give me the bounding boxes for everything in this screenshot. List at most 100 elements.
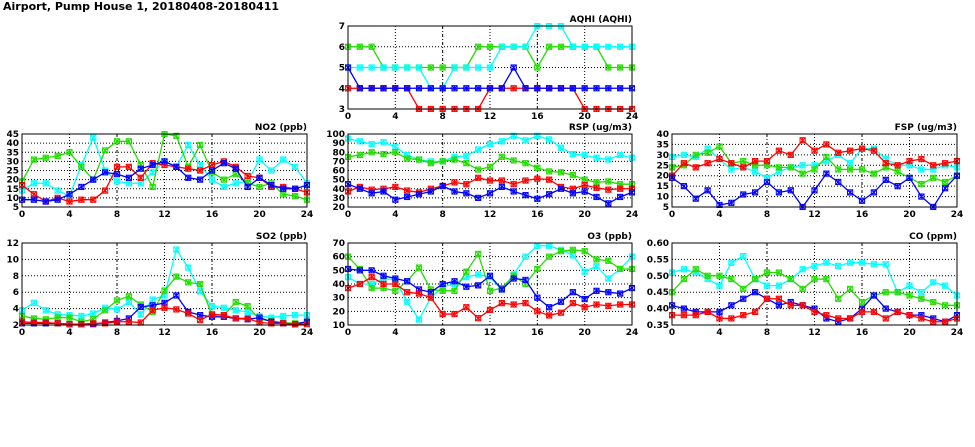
marker-cross [835,166,842,173]
plot-frame [671,133,958,208]
data-point-cyan [220,304,227,311]
data-point-green [617,265,624,273]
y-tick-label: 70 [332,157,345,167]
marker-cross [775,164,782,171]
data-point-red [811,308,818,315]
x-tick-label: 0 [19,328,25,338]
marker-cross [280,185,287,192]
data-point-red [787,151,794,158]
data-point-red [930,162,937,169]
marker-cross [125,163,132,170]
marker-cross [811,187,818,194]
data-point-cyan [835,262,842,270]
marker-cross [256,156,263,163]
data-point-blue [752,189,759,196]
data-point-green [847,166,854,173]
series-group [345,132,635,207]
data-point-cyan [522,43,529,50]
marker-cross [185,310,192,317]
data-point-green [870,170,877,177]
y-tick-label: 0.40 [647,305,669,315]
data-point-red [799,137,806,144]
data-point-cyan [811,262,818,270]
data-point-blue [605,200,612,207]
data-point-red [404,187,411,194]
marker-cross [416,64,422,71]
data-point-green [463,268,470,275]
data-point-green [918,295,925,302]
data-point-green [66,149,73,156]
marker-cross [475,166,482,173]
marker-cross [811,263,818,269]
data-point-blue [356,267,363,274]
x-tick-label: 12 [484,112,497,122]
data-point-blue [882,305,889,312]
marker-cross [137,319,144,326]
data-point-red [858,308,866,315]
data-point-red [356,280,363,288]
data-point-cyan [581,151,588,159]
marker-cross [847,166,854,173]
data-point-blue [752,289,759,296]
data-point-red [728,160,735,167]
data-point-cyan [149,296,156,303]
data-point-blue [522,192,529,199]
x-tick-label: 12 [808,210,821,220]
data-point-green [392,287,399,294]
marker-cross [487,64,493,71]
marker-cross [356,138,363,145]
data-point-cyan [728,259,735,266]
marker-cross [882,261,889,268]
data-point-blue [557,298,565,305]
marker-cross [209,162,215,168]
marker-cross [54,314,61,321]
y-tick-label: 50 [332,266,345,276]
data-point-blue [498,85,505,92]
marker-cross [823,276,830,283]
marker-cross [593,154,600,161]
data-point-green [546,43,553,50]
data-point-red [392,280,399,288]
data-point-cyan [740,253,747,260]
marker-cross [522,160,529,167]
marker-cross [605,257,612,264]
marker-cross [209,311,215,318]
data-point-cyan [149,169,156,176]
data-point-red [244,172,251,180]
data-point-red [918,315,925,322]
marker-cross [918,156,925,162]
data-point-green [125,138,132,145]
marker-cross [90,134,97,141]
marker-cross [392,281,399,287]
y-tick-label: 15 [656,182,669,192]
marker-cross [918,315,925,322]
marker-cross [356,43,363,50]
y-tick-label: 5 [663,203,669,213]
data-point-blue [292,185,299,192]
marker-cross [775,295,782,302]
marker-cross [475,282,482,289]
marker-cross [292,312,299,319]
marker-cross [78,313,85,319]
data-point-green [54,152,61,160]
marker-cross [244,303,251,310]
marker-cross [42,180,49,187]
series-group [669,253,960,325]
data-point-green [368,149,375,156]
marker-cross [787,187,794,194]
marker-cross [197,317,204,324]
marker-cross [918,181,925,188]
marker-cross [114,178,120,185]
marker-cross [847,315,854,322]
marker-cross [605,64,612,71]
y-tick-label: 40 [332,185,345,195]
data-point-green [66,314,73,321]
data-point-blue [894,183,901,190]
marker-cross [740,158,747,165]
marker-cross [256,319,263,326]
data-point-blue [356,85,363,92]
marker-cross [487,287,493,294]
data-point-red [858,145,866,152]
marker-cross [356,267,363,274]
data-point-blue [78,183,85,191]
